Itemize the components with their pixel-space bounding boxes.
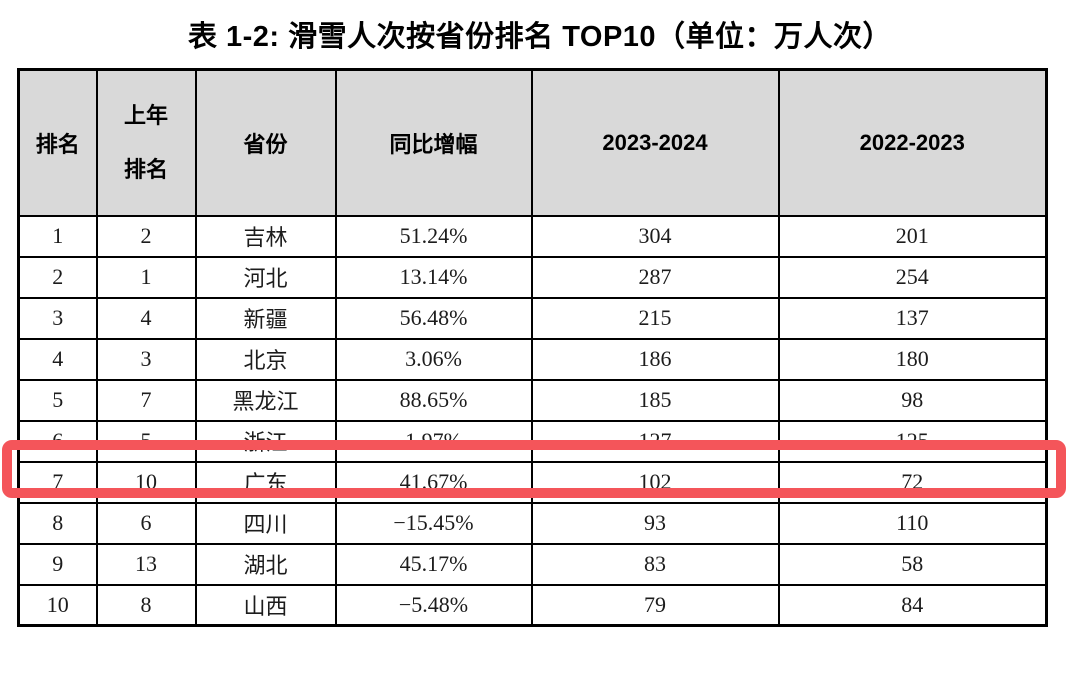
cell-province: 四川 [194, 501, 337, 545]
cell-prev-rank: 1 [95, 255, 197, 299]
header-prev-rank: 上年 排名 [95, 68, 197, 217]
cell-yoy: −15.45% [334, 501, 533, 545]
cell-prev-rank: 3 [95, 337, 197, 381]
cell-yoy: 88.65% [334, 378, 533, 422]
cell-2022-2023: 125 [777, 419, 1048, 463]
table-row: 1 2 吉林 51.24% 304 201 [17, 214, 1048, 258]
cell-2023-2024: 127 [530, 419, 780, 463]
cell-yoy: 3.06% [334, 337, 533, 381]
cell-2023-2024: 79 [530, 583, 780, 627]
cell-2022-2023: 137 [777, 296, 1048, 340]
header-season-2022-2023: 2022-2023 [777, 68, 1048, 217]
table-title: 表 1-2: 滑雪人次按省份排名 TOP10（单位：万人次） [187, 21, 893, 53]
cell-2023-2024: 186 [530, 337, 780, 381]
cell-province: 北京 [194, 337, 337, 381]
cell-rank: 4 [17, 337, 98, 381]
cell-2023-2024: 185 [530, 378, 780, 422]
header-row: 排名 上年 排名 省份 同比增幅 2023-2024 2022-2023 [17, 68, 1048, 217]
cell-yoy: −5.48% [334, 583, 533, 627]
cell-rank: 7 [17, 460, 98, 504]
cell-2022-2023: 58 [777, 542, 1048, 586]
cell-prev-rank: 13 [95, 542, 197, 586]
cell-yoy: 45.17% [334, 542, 533, 586]
ranking-table-wrap: 排名 上年 排名 省份 同比增幅 2023-2024 2022-2023 1 2… [17, 68, 1048, 627]
header-season-2023-2024: 2023-2024 [530, 68, 780, 217]
table-row: 8 6 四川 −15.45% 93 110 [17, 501, 1048, 545]
cell-province: 湖北 [194, 542, 337, 586]
cell-rank: 9 [17, 542, 98, 586]
cell-yoy: 51.24% [334, 214, 533, 258]
cell-province: 广东 [194, 460, 337, 504]
cell-province: 山西 [194, 583, 337, 627]
cell-prev-rank: 8 [95, 583, 197, 627]
cell-2022-2023: 98 [777, 378, 1048, 422]
cell-2022-2023: 110 [777, 501, 1048, 545]
table-row: 4 3 北京 3.06% 186 180 [17, 337, 1048, 381]
cell-rank: 8 [17, 501, 98, 545]
table-row: 5 7 黑龙江 88.65% 185 98 [17, 378, 1048, 422]
cell-prev-rank: 6 [95, 501, 197, 545]
cell-yoy: 41.67% [334, 460, 533, 504]
cell-rank: 3 [17, 296, 98, 340]
ranking-table: 排名 上年 排名 省份 同比增幅 2023-2024 2022-2023 1 2… [17, 68, 1048, 627]
cell-rank: 2 [17, 255, 98, 299]
cell-province: 吉林 [194, 214, 337, 258]
cell-prev-rank: 10 [95, 460, 197, 504]
cell-2023-2024: 304 [530, 214, 780, 258]
table-row: 9 13 湖北 45.17% 83 58 [17, 542, 1048, 586]
cell-province: 黑龙江 [194, 378, 337, 422]
cell-2022-2023: 84 [777, 583, 1048, 627]
cell-province: 新疆 [194, 296, 337, 340]
cell-rank: 10 [17, 583, 98, 627]
cell-prev-rank: 4 [95, 296, 197, 340]
cell-2023-2024: 215 [530, 296, 780, 340]
cell-rank: 5 [17, 378, 98, 422]
table-row: 10 8 山西 −5.48% 79 84 [17, 583, 1048, 627]
cell-province: 河北 [194, 255, 337, 299]
cell-2023-2024: 287 [530, 255, 780, 299]
cell-prev-rank: 7 [95, 378, 197, 422]
cell-2023-2024: 83 [530, 542, 780, 586]
header-province: 省份 [194, 68, 337, 217]
cell-2023-2024: 93 [530, 501, 780, 545]
cell-2022-2023: 72 [777, 460, 1048, 504]
header-yoy-growth: 同比增幅 [334, 68, 533, 217]
cell-province: 浙江 [194, 419, 337, 463]
cell-2022-2023: 201 [777, 214, 1048, 258]
cell-2022-2023: 254 [777, 255, 1048, 299]
header-rank: 排名 [17, 68, 98, 217]
cell-yoy: 56.48% [334, 296, 533, 340]
cell-prev-rank: 2 [95, 214, 197, 258]
cell-2023-2024: 102 [530, 460, 780, 504]
cell-rank: 1 [17, 214, 98, 258]
table-row: 7 10 广东 41.67% 102 72 [17, 460, 1048, 504]
table-row: 2 1 河北 13.14% 287 254 [17, 255, 1048, 299]
cell-rank: 6 [17, 419, 98, 463]
table-row-highlighted: 6 5 浙江 1.97% 127 125 [17, 419, 1048, 463]
cell-yoy: 1.97% [334, 419, 533, 463]
cell-prev-rank: 5 [95, 419, 197, 463]
table-row: 3 4 新疆 56.48% 215 137 [17, 296, 1048, 340]
cell-yoy: 13.14% [334, 255, 533, 299]
cell-2022-2023: 180 [777, 337, 1048, 381]
